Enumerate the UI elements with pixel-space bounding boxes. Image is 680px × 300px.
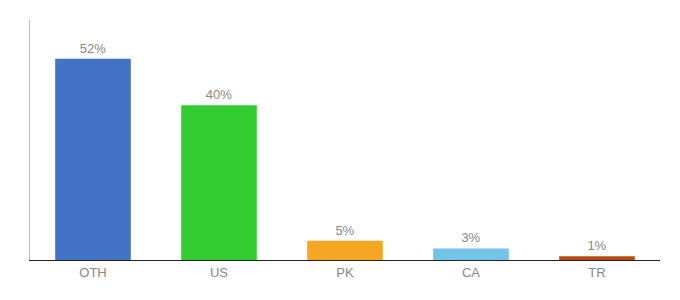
- svg-text:3%: 3%: [461, 230, 480, 245]
- svg-text:OTH: OTH: [79, 265, 106, 280]
- svg-text:TR: TR: [588, 265, 605, 280]
- svg-text:PK: PK: [336, 265, 354, 280]
- svg-text:5%: 5%: [335, 223, 354, 238]
- svg-text:1%: 1%: [587, 238, 606, 253]
- svg-text:CA: CA: [462, 265, 480, 280]
- svg-text:40%: 40%: [206, 87, 232, 102]
- svg-text:52%: 52%: [80, 41, 106, 56]
- svg-text:US: US: [210, 265, 228, 280]
